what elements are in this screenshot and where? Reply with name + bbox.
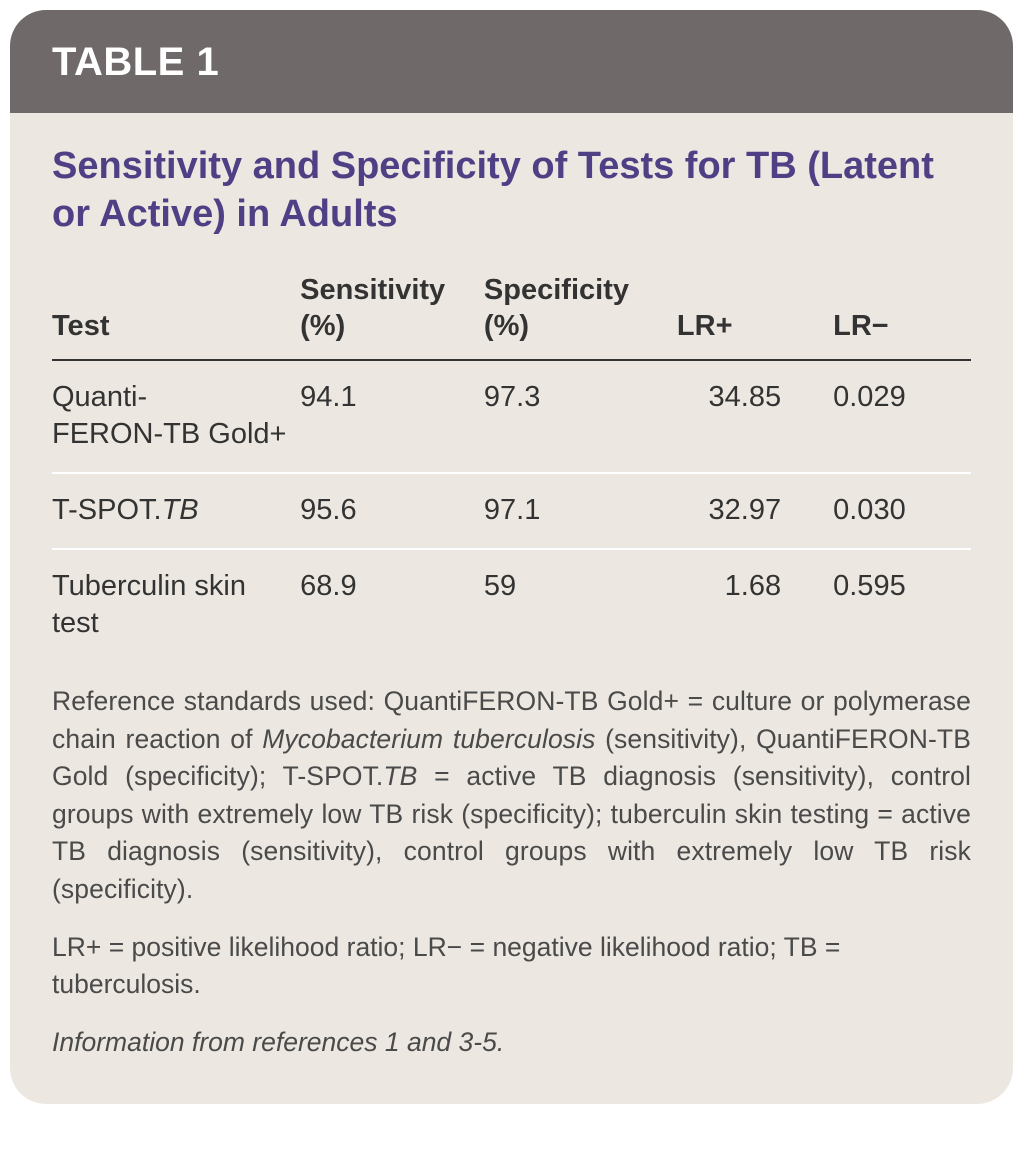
table-row: T-SPOT.TB 95.6 97.1 32.97 0.030 [52, 473, 971, 549]
cell-sensitivity: 94.1 [300, 360, 484, 473]
col-lrplus-header: LR+ [677, 264, 833, 360]
cell-test: Tuberculin skin test [52, 549, 300, 661]
cell-lrminus: 0.030 [833, 473, 971, 549]
col-specificity-header: Specificity (%) [484, 264, 677, 360]
table-card: TABLE 1 Sensitivity and Specificity of T… [10, 10, 1013, 1104]
cell-sensitivity: 95.6 [300, 473, 484, 549]
cell-sensitivity: 68.9 [300, 549, 484, 661]
abbreviations-note: LR+ = positive likelihood ratio; LR− = n… [52, 929, 971, 1004]
cell-test: Quanti-FERON-TB Gold+ [52, 360, 300, 473]
col-test-header: Test [52, 264, 300, 360]
cell-specificity: 59 [484, 549, 677, 661]
col-lrminus-header: LR− [833, 264, 971, 360]
table-row: Quanti-FERON-TB Gold+ 94.1 97.3 34.85 0.… [52, 360, 971, 473]
cell-lrplus: 32.97 [677, 473, 833, 549]
cell-lrminus: 0.595 [833, 549, 971, 661]
reference-standards-note: Reference standards used: QuantiFERON-TB… [52, 683, 971, 909]
cell-test: T-SPOT.TB [52, 473, 300, 549]
data-table: Test Sensitivity (%) Specificity (%) LR+… [52, 264, 971, 661]
cell-lrplus: 1.68 [677, 549, 833, 661]
cell-specificity: 97.1 [484, 473, 677, 549]
table-header-row: Test Sensitivity (%) Specificity (%) LR+… [52, 264, 971, 360]
table-header: TABLE 1 [10, 10, 1013, 113]
table-body: Sensitivity and Specificity of Tests for… [10, 113, 1013, 1104]
table-title: Sensitivity and Specificity of Tests for… [52, 143, 971, 238]
source-note: Information from references 1 and 3-5. [52, 1024, 971, 1062]
table-row: Tuberculin skin test 68.9 59 1.68 0.595 [52, 549, 971, 661]
cell-lrminus: 0.029 [833, 360, 971, 473]
cell-lrplus: 34.85 [677, 360, 833, 473]
col-sensitivity-header: Sensitivity (%) [300, 264, 484, 360]
table-number: TABLE 1 [52, 40, 219, 84]
cell-specificity: 97.3 [484, 360, 677, 473]
